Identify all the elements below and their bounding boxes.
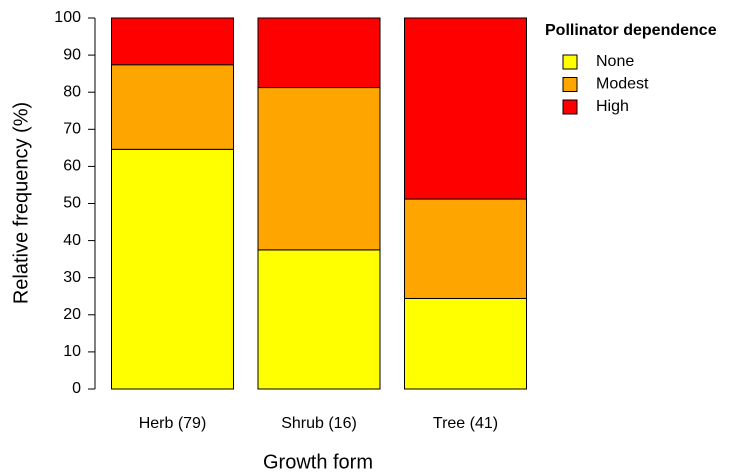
x-tick-label: Shrub (16) bbox=[281, 415, 357, 432]
legend-swatch bbox=[562, 54, 578, 70]
y-tick-label: 80 bbox=[63, 83, 81, 100]
bar-segment bbox=[111, 17, 234, 66]
bar-segment bbox=[404, 297, 527, 390]
bar-segment bbox=[404, 17, 527, 200]
y-tick-label: 60 bbox=[63, 158, 81, 175]
bar-segment bbox=[111, 148, 234, 390]
legend-label: Modest bbox=[596, 76, 649, 93]
y-tick-label: 40 bbox=[63, 232, 81, 249]
legend-label: High bbox=[596, 98, 629, 115]
y-tick-label: 100 bbox=[54, 9, 81, 26]
bar-segment bbox=[257, 87, 381, 251]
y-axis-title: Relative frequency (%) bbox=[10, 102, 32, 304]
y-tick-label: 70 bbox=[63, 121, 81, 138]
y-tick-label: 10 bbox=[63, 343, 81, 360]
legend-label: None bbox=[596, 53, 634, 70]
y-tick-label: 90 bbox=[63, 46, 81, 63]
bar-segment bbox=[111, 64, 234, 150]
legend-title: Pollinator dependence bbox=[545, 22, 717, 39]
bar-segment bbox=[404, 198, 527, 299]
bar-segment bbox=[257, 17, 381, 89]
bar-segment bbox=[257, 249, 381, 390]
legend-swatch bbox=[562, 99, 578, 115]
x-tick-label: Tree (41) bbox=[433, 415, 498, 432]
y-tick-label: 50 bbox=[63, 195, 81, 212]
x-axis-title: Growth form bbox=[263, 451, 373, 473]
legend-swatch bbox=[562, 77, 578, 92]
y-tick-label: 20 bbox=[63, 306, 81, 323]
y-tick-label: 30 bbox=[63, 269, 81, 286]
x-tick-label: Herb (79) bbox=[139, 415, 207, 432]
y-tick-label: 0 bbox=[72, 380, 81, 397]
